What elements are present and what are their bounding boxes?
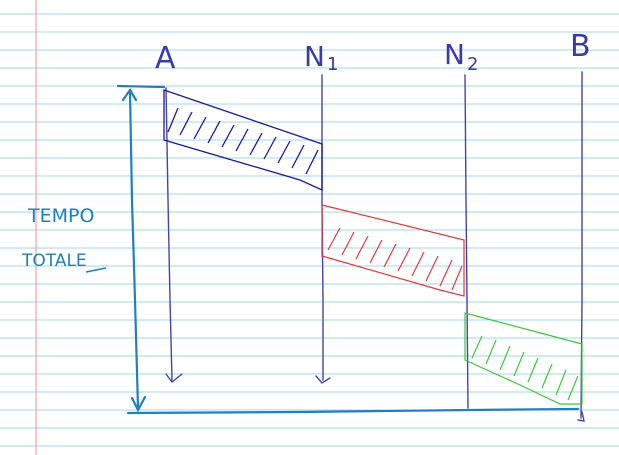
total-time-axis (116, 84, 580, 415)
segment-n2-b-outline (464, 312, 583, 405)
svg-text:1: 1 (327, 54, 338, 75)
ruled-lines (0, 13, 619, 447)
svg-text:N: N (304, 40, 325, 73)
node-label-a: A (155, 41, 176, 76)
time-label-line2: TOTALE (21, 251, 87, 271)
segment-n1-n2-outline (321, 204, 465, 297)
node-label-b: B (570, 29, 591, 64)
time-axis-vertical (128, 90, 140, 410)
timeline-b (577, 71, 585, 422)
segment-a-n1 (163, 89, 323, 192)
segment-n1-n2-hatching (327, 227, 463, 291)
segment-a-n1-hatching (167, 107, 319, 175)
segment-a-n1-outline (163, 89, 323, 192)
time-axis-bottom-line (126, 407, 580, 415)
segment-n2-b (464, 312, 583, 405)
time-axis-top-arrow (121, 87, 138, 102)
node-label-n2: N 2 (444, 38, 478, 75)
svg-text:2: 2 (467, 54, 478, 75)
segment-n2-b-hatching (471, 335, 579, 401)
time-label-underline (85, 267, 107, 273)
time-axis-top-line (116, 84, 166, 89)
svg-text:N: N (444, 38, 465, 71)
timeline-n1 (315, 74, 331, 384)
node-label-n1: N 1 (304, 40, 338, 75)
time-label-line1: TEMPO (27, 205, 94, 227)
segment-n1-n2 (321, 204, 465, 297)
timeline-n2 (464, 74, 469, 409)
time-axis-bottom-arrow (130, 395, 147, 413)
timeline-a (165, 87, 183, 383)
